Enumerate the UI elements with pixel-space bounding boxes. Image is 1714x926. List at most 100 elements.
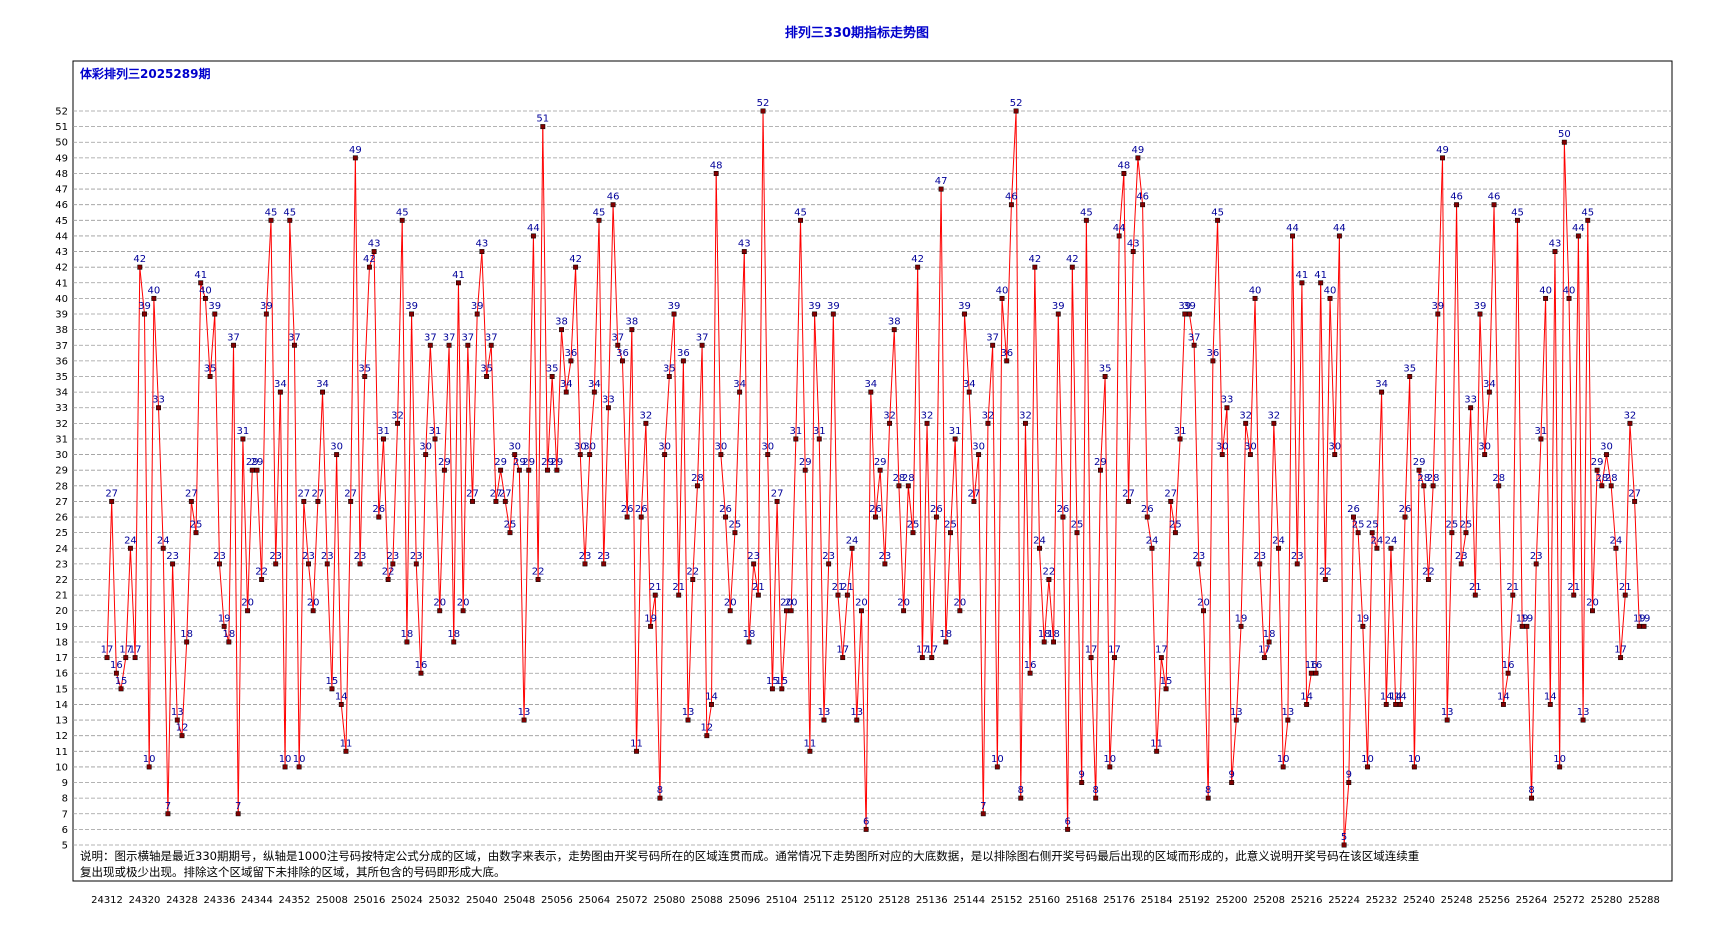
data-point [905,483,911,489]
data-label: 10 [991,754,1004,765]
data-point [160,545,166,551]
data-point [1280,764,1286,770]
data-label: 31 [813,426,826,437]
series-segment [1451,204,1458,533]
data-point [1093,795,1099,801]
data-point [1575,233,1581,239]
data-label: 24 [1610,535,1623,546]
series-segment [1151,548,1158,752]
data-point [1294,561,1300,567]
data-point [844,592,850,598]
data-point [1613,545,1619,551]
data-point [1097,467,1103,473]
series-segment [739,251,745,393]
y-tick-label: 35 [55,372,68,383]
data-label: 8 [1018,785,1024,796]
series-segment [607,204,614,408]
data-point [1407,374,1413,379]
data-point [1425,577,1431,582]
series-segment [748,563,755,643]
data-label: 39 [1183,301,1196,312]
data-point [755,592,761,598]
data-point [976,452,982,458]
series-segment [256,470,263,580]
series-segment [1263,641,1270,658]
data-point [994,764,1000,770]
data-label: 23 [166,551,179,562]
data-label: 18 [447,629,460,640]
y-tick-label: 42 [55,263,68,274]
data-label: 27 [1122,488,1135,499]
series-segment [795,220,802,439]
data-label: 39 [260,301,273,312]
data-point [1140,202,1146,208]
data-point [535,577,541,582]
data-point [835,592,841,598]
series-segment [439,470,445,611]
series-segment [195,282,202,533]
data-point [915,264,921,270]
data-point [1069,264,1075,270]
data-label: 10 [293,754,306,765]
series-segment [387,563,394,580]
data-label: 25 [1352,520,1365,531]
data-label: 30 [574,442,587,453]
data-point [559,327,564,333]
series-segment [1165,501,1172,689]
data-point [1538,436,1544,442]
data-label: 23 [354,551,367,562]
data-label: 41 [452,270,465,281]
data-label: 10 [1361,754,1374,765]
series-segment [931,517,937,658]
y-tick-label: 24 [55,544,68,555]
x-tick-label: 25168 [1066,895,1098,906]
series-segment [462,345,469,611]
data-label: 30 [1216,442,1229,453]
series-segment [1212,220,1219,361]
series-segment [1006,204,1012,361]
x-tick-label: 25200 [1216,895,1248,906]
data-label: 10 [1103,754,1116,765]
series-segment [743,251,750,642]
data-label: 50 [1558,129,1571,140]
data-label: 25 [1071,520,1084,531]
data-label: 44 [1286,223,1299,234]
series-segment [153,298,160,408]
y-tick-label: 31 [55,434,68,445]
data-label: 26 [1399,504,1412,515]
note-line-1: 说明：图示横轴是最近330期期号，纵轴是1000注号码按特定公式分成的区域，由数… [80,849,1420,863]
data-label: 6 [1064,816,1070,827]
x-tick-label: 25112 [803,895,835,906]
data-point [474,311,480,317]
data-point [1130,249,1136,255]
y-tick-label: 47 [55,185,68,196]
series-segment [364,267,370,377]
data-point [849,545,855,551]
data-point [1402,514,1408,520]
data-point [1472,592,1478,598]
series-segment [617,345,623,362]
series-segment [921,423,928,658]
data-label: 19 [218,613,231,624]
data-label: 25 [1446,520,1459,531]
data-label: 21 [1567,582,1580,593]
data-label: 29 [799,457,812,468]
series-segment [987,345,994,424]
series-segment [326,563,333,689]
data-label: 43 [1127,239,1140,250]
data-point [404,639,410,645]
data-label: 48 [1117,160,1130,171]
series-segment [345,501,352,752]
series-segment [204,298,211,377]
chart-title: 排列三330期指标走势图 [784,26,930,41]
data-label: 25 [1460,520,1473,531]
data-point [455,280,461,286]
data-label: 14 [1300,691,1313,702]
data-label: 40 [1539,285,1552,296]
note-line-2: 复出现或极少出现。排除这个区域留下未排除的区域，其所包含的号码即形成大底。 [80,865,506,879]
data-point [1435,311,1441,317]
data-point [877,467,883,473]
series-segment [368,251,375,268]
series-segment [701,345,708,736]
data-point [704,733,710,739]
